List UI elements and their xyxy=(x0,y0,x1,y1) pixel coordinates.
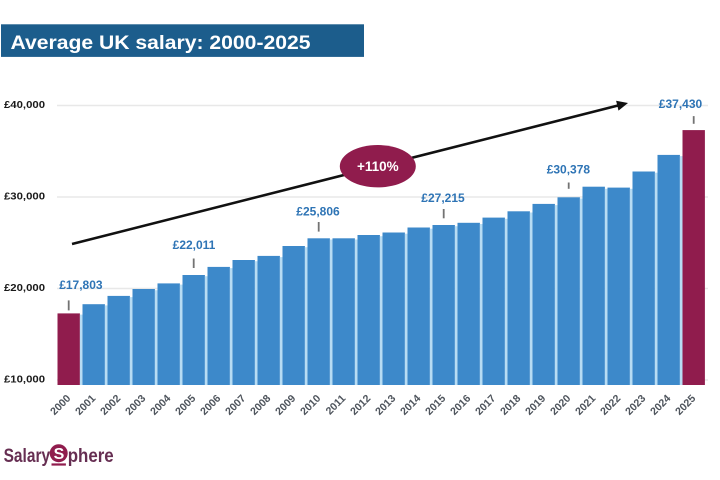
svg-text:£25,806: £25,806 xyxy=(296,205,340,219)
svg-text:£10,000: £10,000 xyxy=(4,375,45,386)
svg-text:phere: phere xyxy=(68,446,114,467)
svg-text:£20,000: £20,000 xyxy=(4,283,45,294)
svg-text:Average UK salary: 2000-2025: Average UK salary: 2000-2025 xyxy=(11,32,311,54)
svg-text:S: S xyxy=(54,446,65,463)
svg-text:£40,000: £40,000 xyxy=(4,100,45,111)
svg-text:£30,000: £30,000 xyxy=(4,192,45,203)
svg-text:+110%: +110% xyxy=(357,159,399,174)
svg-text:£27,215: £27,215 xyxy=(421,191,465,205)
svg-text:£17,803: £17,803 xyxy=(59,278,103,292)
svg-text:£30,378: £30,378 xyxy=(547,163,591,177)
svg-text:Salary: Salary xyxy=(4,446,51,467)
svg-text:£37,430: £37,430 xyxy=(659,97,703,111)
svg-text:£22,011: £22,011 xyxy=(173,238,216,252)
